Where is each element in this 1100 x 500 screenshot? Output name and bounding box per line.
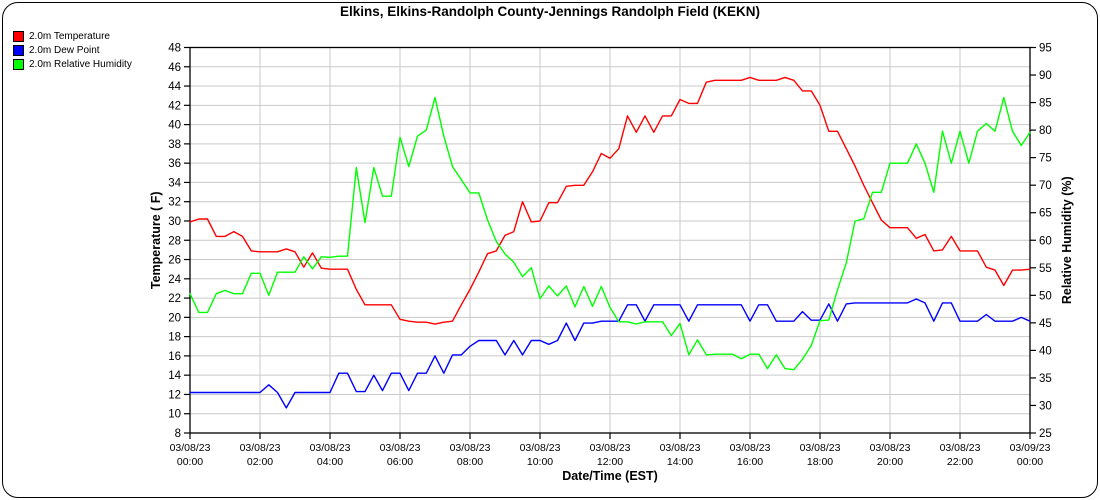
x-tick-time: 04:00 (317, 456, 343, 468)
x-tick-date: 03/08/23 (800, 442, 841, 454)
left-tick-label: 26 (168, 255, 181, 267)
right-tick-label: 90 (1039, 70, 1052, 82)
left-tick-label: 24 (168, 274, 181, 286)
temperature-line (189, 76, 1031, 325)
right-tick-label: 85 (1039, 98, 1052, 110)
x-tick-date: 03/08/23 (870, 442, 911, 454)
x-tick-time: 16:00 (737, 456, 763, 468)
right-tick-label: 25 (1039, 428, 1052, 440)
left-tick-label: 30 (168, 216, 181, 228)
left-tick-label: 28 (168, 235, 181, 247)
chart-title: Elkins, Elkins-Randolph County-Jennings … (339, 4, 760, 19)
left-tick-label: 18 (168, 332, 181, 344)
x-tick-date: 03/08/23 (940, 442, 981, 454)
right-tick-label: 75 (1039, 153, 1052, 165)
x-tick-time: 08:00 (457, 456, 483, 468)
x-tick-time: 06:00 (387, 456, 413, 468)
x-tick-date: 03/08/23 (730, 442, 771, 454)
x-tick-time: 02:00 (247, 456, 273, 468)
left-tick-label: 32 (168, 197, 181, 209)
legend-label: 2.0m Relative Humidity (29, 59, 132, 70)
x-tick-date: 03/08/23 (310, 442, 351, 454)
right-tick-label: 55 (1039, 263, 1052, 275)
x-tick-date: 03/08/23 (450, 442, 491, 454)
legend: 2.0m Temperature 2.0m Dew Point 2.0m Relat… (13, 31, 132, 73)
x-tick-date: 03/08/23 (170, 442, 211, 454)
left-tick-label: 36 (168, 158, 181, 170)
right-tick-label: 95 (1039, 43, 1052, 55)
x-tick-date: 03/08/23 (240, 442, 281, 454)
plot-box (189, 46, 1031, 434)
right-tick-label: 80 (1039, 125, 1052, 137)
dew-point-line (189, 298, 1031, 409)
x-tick-time: 18:00 (807, 456, 833, 468)
x-tick-date: 03/08/23 (380, 442, 421, 454)
right-tick-label: 30 (1039, 400, 1052, 412)
legend-swatch-icon (13, 59, 24, 70)
x-tick-date: 03/08/23 (590, 442, 631, 454)
x-tick-date: 03/08/23 (660, 442, 701, 454)
x-axis-title: Date/Time (EST) (562, 469, 658, 483)
x-tick-date: 03/08/23 (520, 442, 561, 454)
right-tick-label: 65 (1039, 208, 1052, 220)
left-tick-label: 12 (168, 389, 181, 401)
left-tick-label: 48 (168, 43, 181, 55)
right-tick-label: 45 (1039, 318, 1052, 330)
legend-swatch-icon (13, 31, 24, 42)
legend-item-0: 2.0m Temperature (13, 31, 132, 42)
x-tick-time: 12:00 (597, 456, 623, 468)
left-tick-label: 34 (168, 177, 181, 189)
x-tick-time: 22:00 (947, 456, 973, 468)
left-tick-label: 8 (175, 428, 181, 440)
legend-swatch-icon (13, 45, 24, 56)
right-tick-label: 35 (1039, 373, 1052, 385)
left-tick-label: 46 (168, 62, 181, 74)
left-tick-label: 40 (168, 120, 181, 132)
legend-item-1: 2.0m Dew Point (13, 45, 132, 56)
x-tick-time: 14:00 (667, 456, 693, 468)
left-tick-label: 16 (168, 351, 181, 363)
right-tick-label: 50 (1039, 290, 1052, 302)
right-tick-label: 60 (1039, 235, 1052, 247)
x-tick-time: 10:00 (527, 456, 553, 468)
x-tick-time: 00:00 (1017, 456, 1043, 468)
legend-label: 2.0m Temperature (29, 31, 110, 42)
left-tick-label: 44 (168, 81, 181, 93)
left-tick-label: 42 (168, 100, 181, 112)
left-tick-label: 10 (168, 409, 181, 421)
right-tick-label: 40 (1039, 345, 1052, 357)
left-tick-label: 22 (168, 293, 181, 305)
x-tick-time: 00:00 (177, 456, 203, 468)
left-tick-label: 38 (168, 139, 181, 151)
x-tick-date: 03/09/23 (1010, 442, 1051, 454)
x-tick-time: 20:00 (877, 456, 903, 468)
left-tick-label: 14 (168, 370, 181, 382)
left-axis-title: Temperature ( F) (149, 191, 163, 289)
right-axis-title: Relative Humidity (%) (1060, 176, 1074, 304)
legend-item-2: 2.0m Relative Humidity (13, 59, 132, 70)
right-tick-label: 70 (1039, 180, 1052, 192)
left-tick-label: 20 (168, 312, 181, 324)
relative-humidity-line (189, 96, 1031, 371)
legend-label: 2.0m Dew Point (29, 45, 100, 56)
